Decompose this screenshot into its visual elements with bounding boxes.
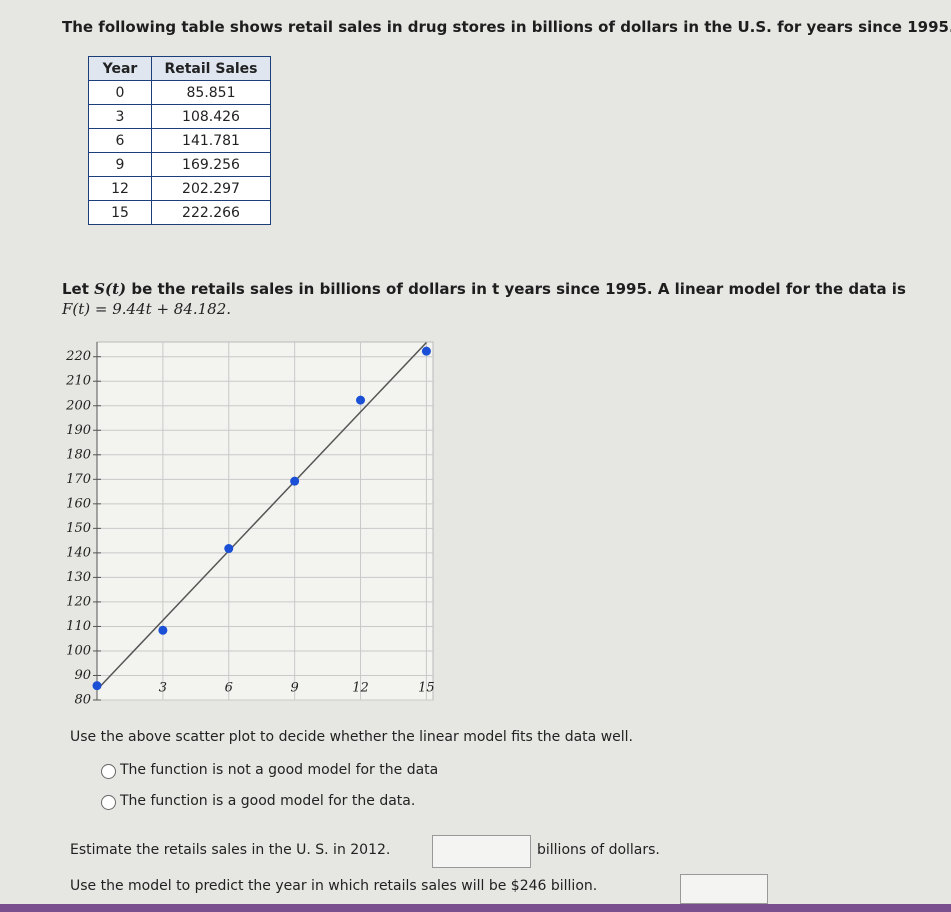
- table-row: 0 85.851: [88, 80, 271, 105]
- table-row: 9 169.256: [88, 152, 271, 177]
- table-cell: 9: [88, 152, 152, 177]
- table-cell: 108.426: [151, 104, 271, 129]
- table-cell: 3: [88, 104, 152, 129]
- table-cell: 0: [88, 80, 152, 105]
- data-point: [421, 346, 431, 356]
- table-row: 15 222.266: [88, 200, 271, 225]
- table-cell: 141.781: [151, 128, 271, 153]
- table-cell: 15: [88, 200, 152, 225]
- table-cell: 6: [88, 128, 152, 153]
- answer-input[interactable]: [680, 874, 768, 904]
- chart: 80 90 100 110 120 130 140 150 160 170 180 190 200 210…: [65, 341, 435, 708]
- footer-bar: [0, 904, 951, 912]
- data-point: [158, 625, 168, 635]
- y-tick-label: 220: [65, 349, 91, 364]
- text: Let: [62, 280, 89, 298]
- data-point: [290, 476, 300, 486]
- math: S(t): [94, 280, 127, 298]
- table-cell: 169.256: [151, 152, 271, 177]
- y-tick-label: 170: [66, 472, 91, 487]
- predict-prompt: Use the model to predict the year in whi…: [70, 878, 598, 894]
- table-header: Year Retail Sales: [88, 56, 271, 81]
- y-tick-label: 100: [66, 643, 91, 658]
- radio-button[interactable]: [101, 795, 116, 810]
- y-tick-label: 140: [66, 545, 91, 560]
- radio-button[interactable]: [101, 764, 116, 779]
- y-tick-label: 150: [66, 521, 91, 536]
- table-cell: 222.266: [151, 200, 271, 225]
- y-tick-label: 210: [65, 374, 91, 389]
- y-tick-label: 80: [74, 693, 91, 708]
- plot-area: [96, 341, 434, 701]
- data-table: Year Retail Sales 0 85.851 3 108.426 6 141.78…: [88, 56, 271, 225]
- data-point: [92, 681, 102, 691]
- y-tick-label: 120: [66, 594, 91, 609]
- fit-line: [96, 342, 427, 691]
- table-cell: 202.297: [151, 176, 271, 201]
- data-point: [224, 544, 234, 554]
- y-tick-label: 200: [65, 398, 91, 413]
- header-cell: Retail Sales: [151, 56, 271, 81]
- y-tick-label: 180: [66, 447, 91, 462]
- table-cell: 12: [88, 176, 152, 201]
- estimate-prompt: Estimate the retails sales in the U. S. …: [70, 842, 391, 858]
- model-text: Let S(t) be the retails sales in billion…: [62, 280, 906, 298]
- y-tick-label: 160: [66, 496, 91, 511]
- x-tick-label: 15: [418, 681, 435, 696]
- text: be the retails sales in billions of doll…: [131, 280, 906, 298]
- question: Use the above scatter plot to decide whe…: [70, 729, 633, 745]
- table-row: 3 108.426: [88, 104, 271, 129]
- header-cell: Year: [88, 56, 152, 81]
- option[interactable]: The function is a good model for the dat…: [120, 793, 416, 809]
- model-formula: F(t) = 9.44t + 84.182.: [62, 300, 232, 318]
- table-row: 6 141.781: [88, 128, 271, 153]
- table-row: 12 202.297: [88, 176, 271, 201]
- x-tick-label: 3: [159, 681, 167, 696]
- x-tick-label: 6: [225, 681, 233, 696]
- table-cell: 85.851: [151, 80, 271, 105]
- answer-input[interactable]: [432, 835, 531, 868]
- y-tick-label: 90: [74, 668, 91, 683]
- x-tick-label: 9: [291, 681, 299, 696]
- y-tick-label: 110: [66, 619, 91, 634]
- y-tick-label: 190: [66, 423, 91, 438]
- x-tick-label: 12: [352, 681, 369, 696]
- y-tick-label: 130: [66, 570, 91, 585]
- intro: The following table shows retail sales i…: [62, 18, 951, 36]
- data-point: [356, 395, 366, 405]
- option[interactable]: The function is not a good model for the…: [120, 762, 439, 778]
- estimate-unit: billions of dollars.: [537, 842, 660, 858]
